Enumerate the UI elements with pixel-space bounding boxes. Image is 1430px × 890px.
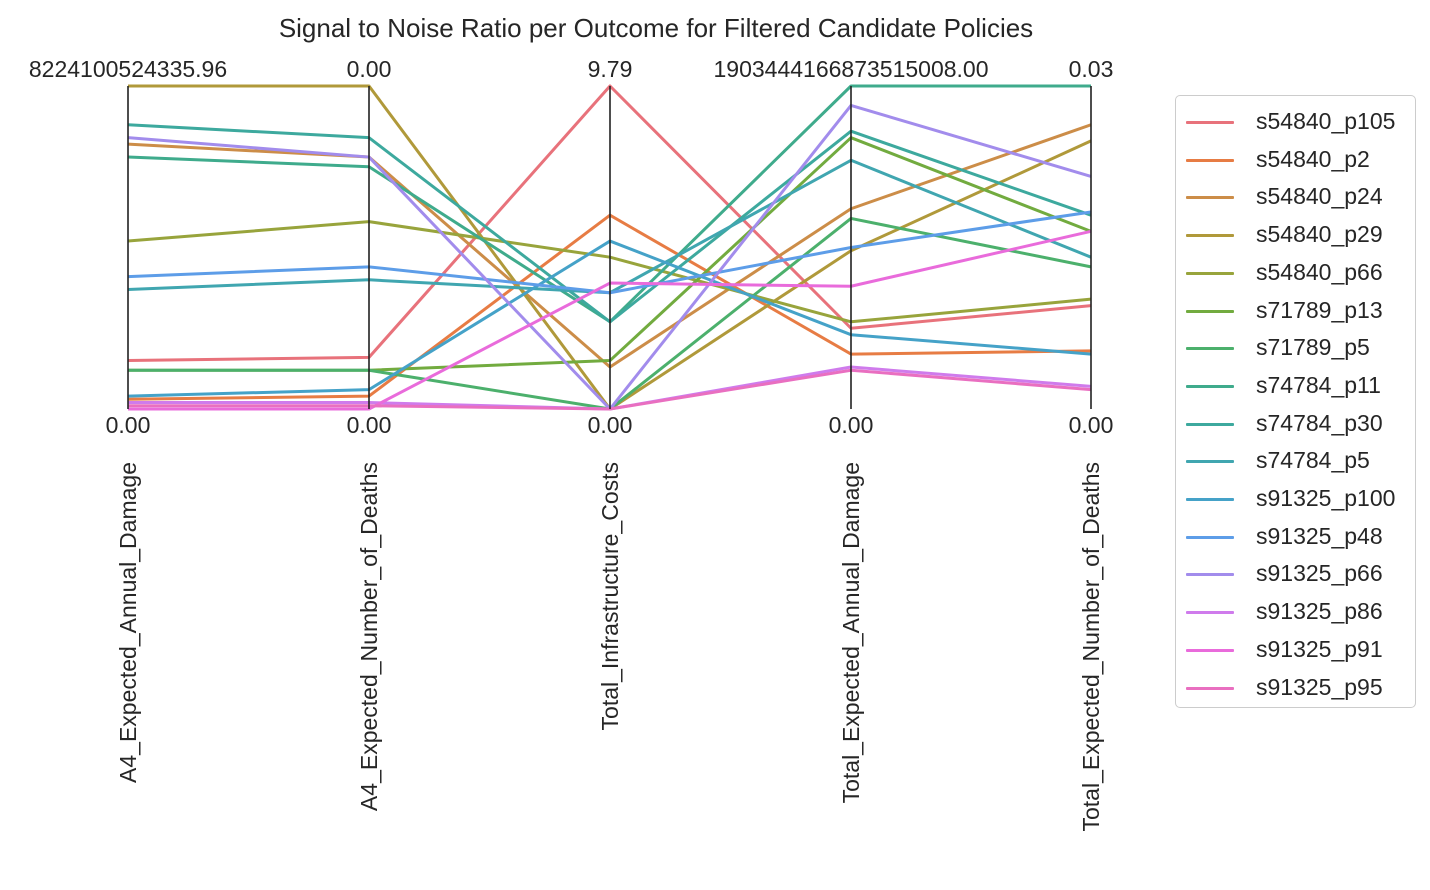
axis-title-5: Total_Expected_Number_of_Deaths xyxy=(1078,462,1104,832)
legend-item: s91325_p66 xyxy=(1176,556,1415,592)
legend-swatch xyxy=(1186,234,1234,238)
legend-swatch xyxy=(1186,648,1234,652)
legend-swatch xyxy=(1186,309,1234,313)
legend-item: s54840_p24 xyxy=(1176,179,1415,215)
legend-item: s54840_p2 xyxy=(1176,142,1415,178)
legend-label: s74784_p11 xyxy=(1256,371,1381,398)
legend: s54840_p105 s54840_p2 s54840_p24 s54840_p29… xyxy=(1175,95,1416,708)
legend-swatch xyxy=(1186,271,1234,275)
axis-max-label-2: 0.00 xyxy=(347,56,392,82)
legend-label: s74784_p5 xyxy=(1256,447,1370,474)
chart-title: Signal to Noise Ratio per Outcome for Fi… xyxy=(279,13,1033,43)
axis-max-label-4: 1903444166873515008.00 xyxy=(713,56,988,82)
legend-swatch xyxy=(1186,196,1234,200)
legend-item: s71789_p5 xyxy=(1176,330,1415,366)
axis-min-label-1: 0.00 xyxy=(106,412,151,438)
axis-title-4: Total_Expected_Annual_Damage xyxy=(838,462,864,803)
legend-label: s54840_p105 xyxy=(1256,108,1396,134)
legend-item: s91325_p48 xyxy=(1176,519,1415,555)
legend-label: s91325_p86 xyxy=(1256,598,1383,625)
legend-swatch xyxy=(1186,460,1234,464)
legend-swatch xyxy=(1186,121,1234,124)
axis-title-3: Total_Infrastructure_Costs xyxy=(597,462,623,730)
legend-label: s91325_p95 xyxy=(1256,673,1383,700)
legend-item: s74784_p30 xyxy=(1176,406,1415,442)
axis-title-1: A4_Expected_Annual_Damage xyxy=(115,462,141,783)
legend-label: s54840_p2 xyxy=(1256,145,1370,172)
legend-swatch xyxy=(1186,611,1234,615)
legend-swatch xyxy=(1186,347,1234,351)
legend-label: s74784_p30 xyxy=(1256,409,1383,436)
legend-item: s54840_p66 xyxy=(1176,255,1415,291)
axis-max-label-3: 9.79 xyxy=(588,56,633,82)
legend-label: s91325_p66 xyxy=(1256,560,1383,587)
legend-swatch xyxy=(1186,498,1234,501)
axis-max-label-1: 8224100524335.96 xyxy=(29,56,227,82)
legend-item: s91325_p91 xyxy=(1176,632,1415,668)
legend-item: s91325_p100 xyxy=(1176,481,1415,517)
axis-max-label-5: 0.03 xyxy=(1069,56,1114,82)
legend-item: s71789_p13 xyxy=(1176,293,1415,329)
legend-label: s91325_p91 xyxy=(1256,635,1383,662)
axis-title-2: A4_Expected_Number_of_Deaths xyxy=(356,462,382,811)
legend-label: s71789_p13 xyxy=(1256,296,1383,323)
legend-item: s91325_p95 xyxy=(1176,670,1415,706)
legend-label: s91325_p100 xyxy=(1256,485,1396,511)
axis-min-label-4: 0.00 xyxy=(829,412,874,438)
legend-swatch xyxy=(1186,573,1234,577)
parallel-axes: 8224100524335.96 0.00 A4_Expected_Annual_D… xyxy=(29,56,1114,832)
axis-min-label-3: 0.00 xyxy=(588,412,633,438)
legend-swatch xyxy=(1186,384,1234,388)
legend-label: s54840_p29 xyxy=(1256,221,1383,248)
axis-min-label-2: 0.00 xyxy=(347,412,392,438)
legend-label: s54840_p66 xyxy=(1256,258,1383,285)
axis-min-label-5: 0.00 xyxy=(1069,412,1114,438)
legend-swatch xyxy=(1186,686,1234,690)
legend-label: s91325_p48 xyxy=(1256,522,1383,549)
legend-item: s74784_p5 xyxy=(1176,443,1415,479)
legend-item: s54840_p29 xyxy=(1176,217,1415,253)
legend-item: s54840_p105 xyxy=(1176,104,1415,140)
legend-swatch xyxy=(1186,422,1234,426)
legend-swatch xyxy=(1186,158,1234,162)
legend-item: s74784_p11 xyxy=(1176,368,1415,404)
legend-swatch xyxy=(1186,535,1234,539)
legend-label: s71789_p5 xyxy=(1256,334,1370,361)
legend-item: s91325_p86 xyxy=(1176,594,1415,630)
legend-label: s54840_p24 xyxy=(1256,183,1383,210)
